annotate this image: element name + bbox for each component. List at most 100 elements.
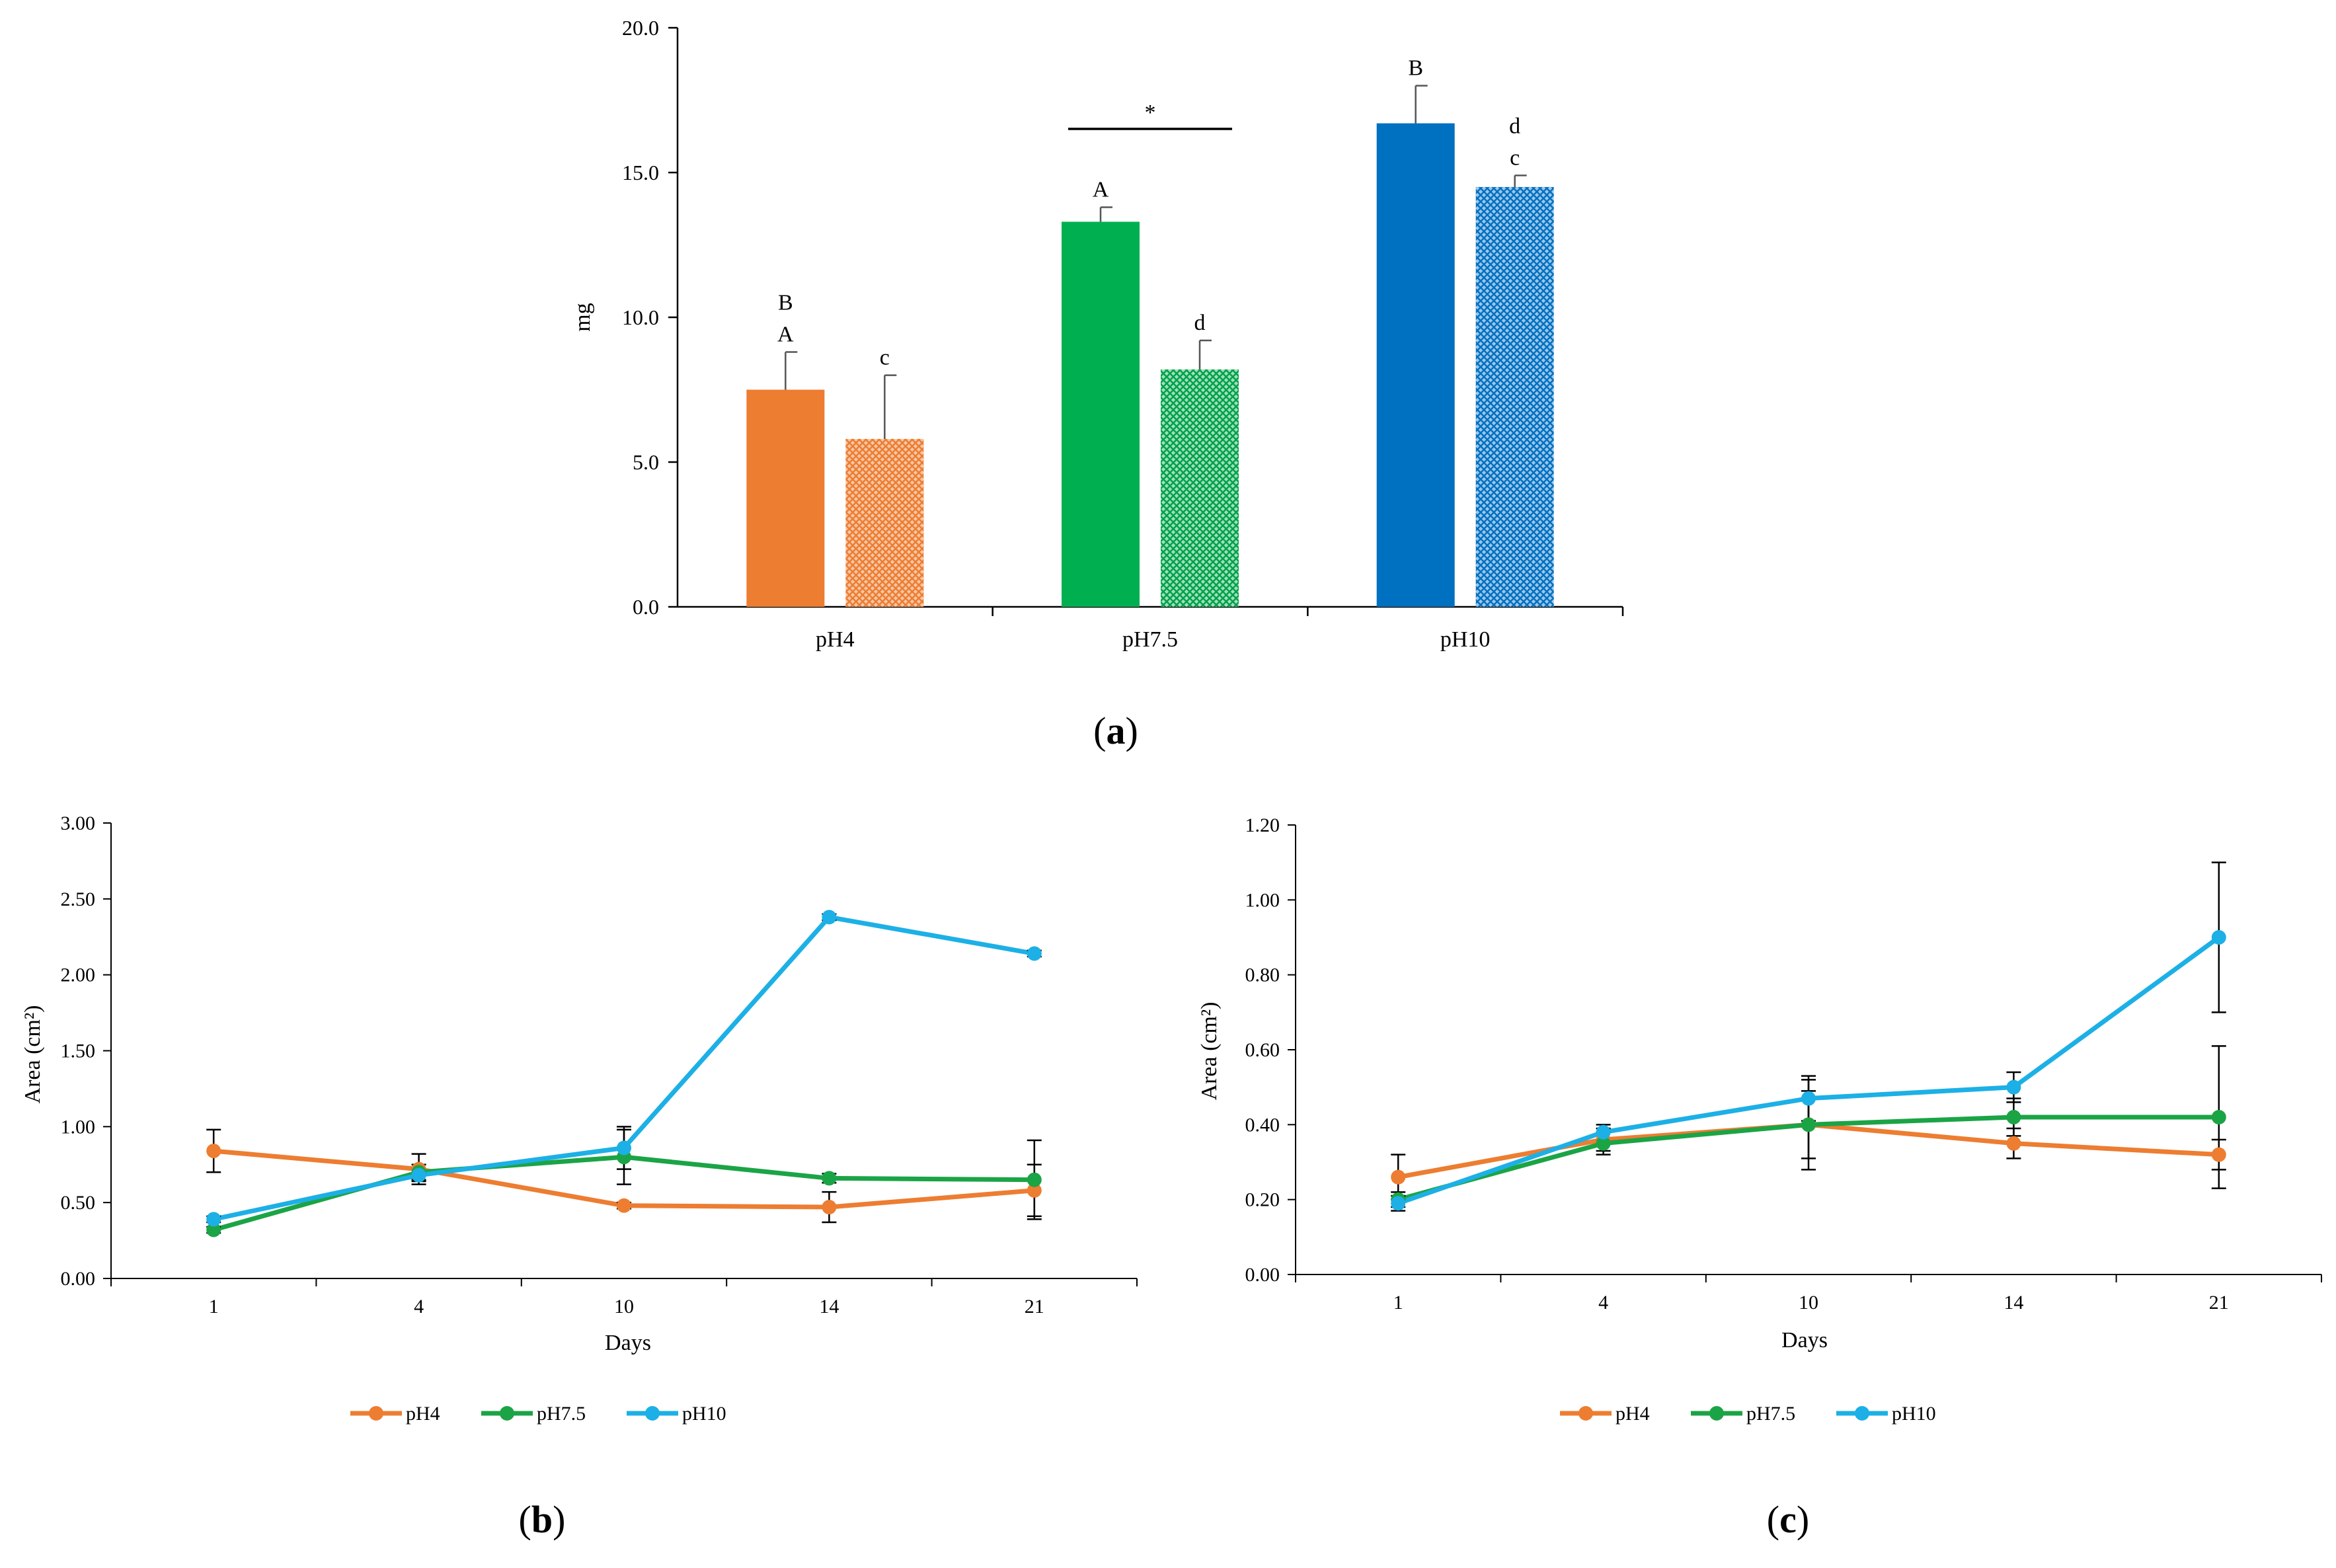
line-chart-c-y-axis-label: Area (cm²)	[1197, 1002, 1222, 1101]
line-chart-y-tick-label: 1.20	[1245, 814, 1280, 836]
line-chart-c-legend: pH4 pH7.5 pH10	[1560, 1403, 1936, 1425]
line-point-pH10	[1801, 1091, 1816, 1106]
bar-significance-letter: c	[880, 346, 890, 370]
bar-pH7.5-solid	[1062, 221, 1140, 608]
bar-pH10-hatched	[1475, 186, 1554, 607]
line-chart-panel-b: 0.000.501.001.502.002.503.001 4 10 14 21 Day…	[20, 812, 1138, 1541]
bar-pH7.5-hatched	[1161, 369, 1239, 607]
line-chart-y-tick-label: 1.00	[61, 1116, 96, 1138]
line-point-pH7.5	[822, 1171, 837, 1186]
line-point-pH4	[2211, 1147, 2226, 1162]
bar-chart-y-tick-label: 0.0	[633, 595, 659, 619]
line-chart-y-tick-label: 0.40	[1245, 1114, 1280, 1136]
line-point-pH7.5	[2006, 1110, 2021, 1124]
bar-significance-letter: A	[1093, 178, 1109, 202]
legend-label-pH4: pH4	[406, 1403, 440, 1425]
bar-significance-letter: d	[1194, 311, 1206, 335]
line-chart-x-tick-label: 10	[614, 1296, 634, 1317]
line-point-pH7.5	[1596, 1136, 1611, 1151]
line-chart-x-tick-label: 10	[1799, 1292, 1818, 1313]
bar-significance-letter: B	[1408, 56, 1423, 81]
line-point-pH7.5	[2211, 1110, 2226, 1124]
line-point-pH10	[206, 1212, 221, 1227]
line-chart-x-tick-label: 21	[1025, 1296, 1044, 1317]
bar-chart-y-tick-label: 15.0	[622, 161, 659, 184]
legend-marker-pH7.5	[1709, 1406, 1724, 1421]
line-chart-x-tick-label: 21	[2209, 1292, 2229, 1313]
legend-label-pH7.5: pH7.5	[537, 1403, 586, 1425]
bar-significance-letter: c	[1510, 145, 1520, 170]
line-chart-b-y-axis-label: Area (cm²)	[20, 1005, 45, 1104]
bar-chart-x-tick-label: pH4	[816, 627, 855, 652]
line-point-pH4	[822, 1200, 837, 1215]
line-point-pH10	[1391, 1196, 1406, 1211]
line-point-pH10	[822, 910, 837, 925]
line-chart-x-tick-label: 1	[209, 1296, 219, 1317]
line-point-pH10	[1027, 946, 1042, 961]
line-point-pH4	[2006, 1136, 2021, 1151]
line-chart-b-legend: pH4 pH7.5 pH10	[350, 1403, 726, 1425]
legend-marker-pH7.5	[500, 1406, 514, 1421]
line-chart-y-tick-label: 0.60	[1245, 1039, 1280, 1061]
line-point-pH4	[206, 1144, 221, 1159]
line-chart-panel-c: 0.000.200.400.600.801.001.201 4 10 14 21 Day…	[1197, 814, 2322, 1541]
bar-pH10-solid	[1376, 123, 1455, 608]
line-point-pH7.5	[1801, 1117, 1816, 1132]
line-point-pH7.5	[1027, 1172, 1042, 1187]
panel-label-a: (a)	[1093, 709, 1138, 752]
legend-label-pH10: pH10	[682, 1403, 726, 1425]
line-chart-c-x-axis-label: Days	[1781, 1328, 1828, 1352]
bar-pH4-hatched	[845, 438, 924, 607]
line-chart-y-tick-label: 2.00	[61, 964, 96, 986]
line-point-pH10	[617, 1140, 631, 1156]
panel-label-b: (b)	[519, 1498, 566, 1541]
legend-marker-pH10	[645, 1406, 660, 1421]
line-chart-y-tick-label: 2.50	[61, 888, 96, 910]
line-point-pH4	[1027, 1183, 1042, 1198]
line-chart-x-tick-label: 1	[1393, 1292, 1403, 1313]
line-point-pH10	[411, 1167, 426, 1183]
bar-chart-y-tick-label: 5.0	[633, 450, 659, 474]
bar-chart-x-tick-label: pH7.5	[1122, 627, 1178, 652]
line-chart-y-tick-label: 0.00	[61, 1268, 96, 1290]
line-chart-y-tick-label: 0.00	[1245, 1264, 1280, 1286]
line-chart-y-tick-label: 0.20	[1245, 1189, 1280, 1211]
panel-label-c: (c)	[1767, 1498, 1809, 1541]
line-point-pH10	[1596, 1124, 1611, 1140]
bar-significance-letter: A	[777, 323, 794, 347]
line-chart-c-plot: 0.000.200.400.600.801.001.201 4 10 14 21	[1245, 814, 2322, 1313]
line-chart-x-tick-label: 14	[819, 1296, 839, 1317]
bar-chart-axes: 0.0 5.0 10.0 15.0 20.0 pH4 pH7.5 pH10	[622, 16, 1624, 652]
line-point-pH4	[617, 1198, 631, 1213]
legend-label-pH10: pH10	[1892, 1403, 1936, 1425]
line-point-pH7.5	[206, 1222, 221, 1237]
bar-chart-y-tick-label: 20.0	[622, 16, 659, 40]
line-chart-y-tick-label: 1.50	[61, 1040, 96, 1062]
bar-significance-letter: B	[778, 291, 793, 315]
legend-marker-pH10	[1855, 1406, 1869, 1421]
line-chart-b-plot: 0.000.501.001.502.002.503.001 4 10 14 21	[61, 812, 1138, 1317]
line-chart-x-tick-label: 14	[2004, 1292, 2023, 1313]
line-point-pH4	[1391, 1169, 1406, 1185]
line-chart-y-tick-label: 3.00	[61, 812, 96, 834]
legend-label-pH4: pH4	[1616, 1403, 1650, 1425]
line-point-pH10	[2211, 930, 2226, 945]
bar-chart-y-axis-label: mg	[570, 303, 595, 331]
line-chart-x-tick-label: 4	[414, 1296, 424, 1317]
line-chart-y-tick-label: 1.00	[1245, 889, 1280, 911]
legend-marker-pH4	[369, 1406, 383, 1421]
line-chart-y-tick-label: 0.50	[61, 1192, 96, 1214]
bar-significance-star: *	[1145, 100, 1156, 125]
legend-marker-pH4	[1578, 1406, 1593, 1421]
legend-label-pH7.5: pH7.5	[1746, 1403, 1795, 1425]
line-chart-x-tick-label: 4	[1598, 1292, 1608, 1313]
line-chart-y-tick-label: 0.80	[1245, 964, 1280, 986]
bar-significance-letter: d	[1509, 114, 1520, 138]
bar-pH4-solid	[746, 389, 825, 607]
line-point-pH10	[2006, 1079, 2021, 1095]
line-chart-b-x-axis-label: Days	[605, 1331, 651, 1355]
bar-chart-y-tick-label: 10.0	[622, 305, 659, 329]
